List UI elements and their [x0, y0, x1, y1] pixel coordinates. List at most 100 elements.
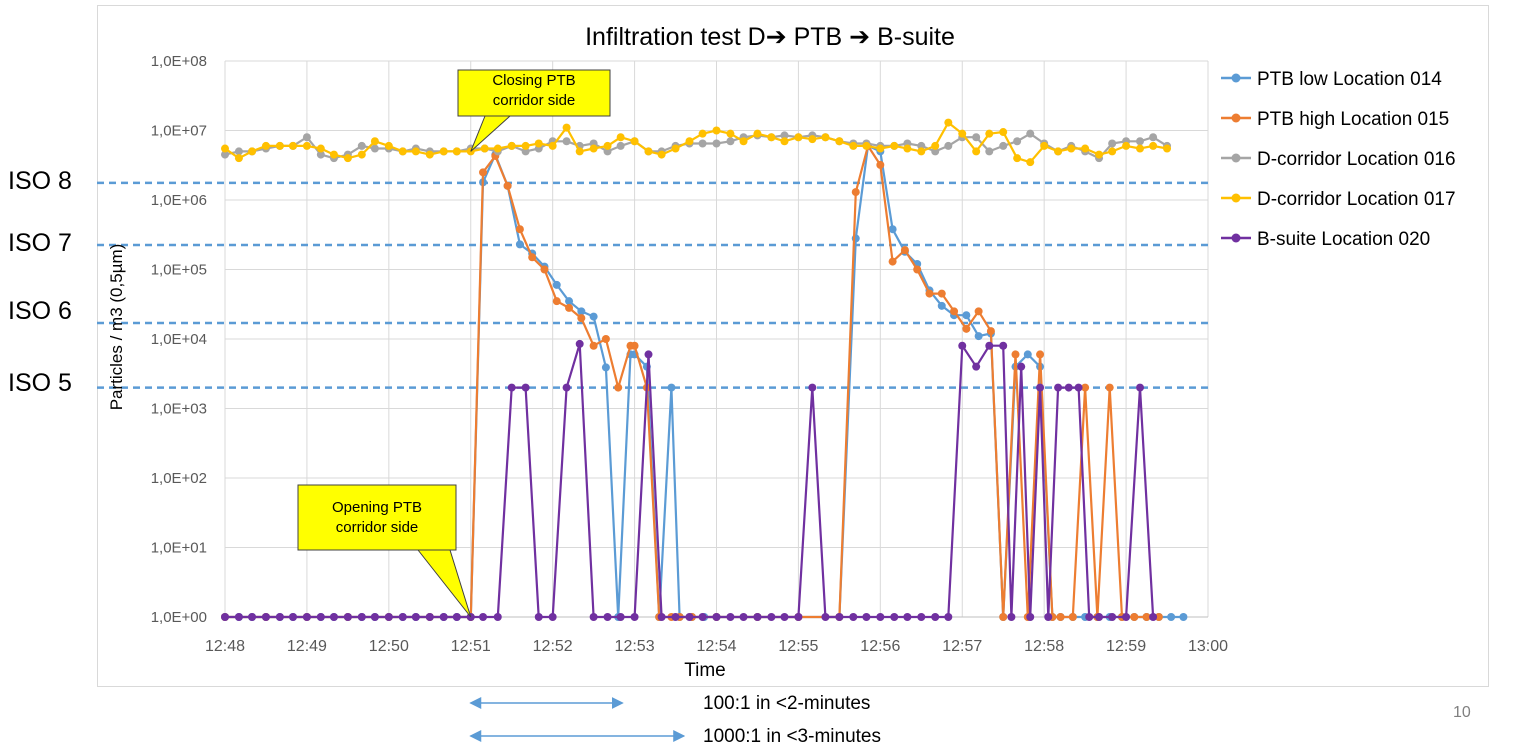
data-point	[1149, 613, 1158, 621]
y-tick-label: 1,0E+05	[151, 262, 207, 279]
data-point	[1056, 613, 1065, 621]
data-point	[962, 324, 971, 333]
data-point	[835, 613, 844, 621]
data-point	[974, 307, 983, 316]
data-point	[644, 350, 653, 359]
data-point	[565, 297, 574, 306]
data-point	[726, 129, 735, 138]
callout-box	[297, 484, 457, 551]
data-point	[589, 613, 598, 621]
data-point	[425, 150, 434, 159]
callout-closing-text: Closing PTB corridor side	[458, 71, 610, 111]
data-point	[876, 144, 885, 153]
data-point	[821, 613, 830, 621]
data-point	[1044, 613, 1053, 621]
data-point	[275, 141, 284, 150]
data-point	[999, 128, 1008, 137]
data-point	[288, 613, 297, 621]
data-point	[1108, 613, 1117, 621]
iso-lines	[97, 181, 1213, 389]
data-point	[521, 141, 530, 150]
data-point	[614, 383, 623, 392]
data-point	[507, 383, 516, 392]
data-point	[974, 332, 983, 341]
data-point	[726, 137, 735, 146]
data-point	[562, 123, 571, 132]
data-point	[1081, 383, 1090, 392]
data-point	[515, 240, 524, 249]
data-point	[234, 154, 243, 163]
data-point	[479, 613, 488, 621]
data-point	[821, 133, 830, 142]
data-point	[540, 265, 549, 274]
iso-8-label: ISO 8	[8, 167, 72, 195]
data-point	[671, 613, 680, 621]
series-line	[224, 121, 1168, 164]
data-point	[903, 144, 912, 153]
data-point	[1136, 137, 1145, 146]
data-point	[862, 141, 871, 150]
data-point	[1074, 383, 1083, 392]
y-tick-label: 1,0E+01	[151, 540, 207, 557]
data-point	[931, 147, 940, 156]
data-point	[565, 303, 574, 312]
y-tick-label: 1,0E+04	[151, 331, 207, 348]
data-point	[890, 613, 899, 621]
iso-7-label: ISO 7	[8, 229, 72, 257]
data-point	[888, 257, 897, 266]
data-point	[601, 363, 610, 372]
data-point	[357, 613, 366, 621]
data-point	[999, 341, 1008, 350]
data-point	[944, 118, 953, 127]
data-point	[972, 147, 981, 156]
data-point	[698, 129, 707, 138]
data-point	[248, 613, 257, 621]
data-point	[900, 246, 909, 255]
data-point	[575, 339, 584, 348]
data-point	[302, 133, 311, 142]
data-point	[1036, 383, 1045, 392]
data-point	[944, 613, 953, 621]
data-point	[888, 225, 897, 234]
data-point	[343, 613, 352, 621]
data-point	[521, 147, 530, 156]
data-point	[876, 160, 885, 169]
data-point	[1108, 139, 1117, 148]
data-point	[685, 613, 694, 621]
data-point	[1026, 129, 1035, 138]
data-point	[316, 150, 325, 159]
data-point	[302, 613, 311, 621]
data-point	[452, 147, 461, 156]
data-point	[534, 139, 543, 148]
note-100-to-1: 100:1 in <2-minutes	[703, 693, 871, 714]
data-point	[616, 133, 625, 142]
data-point	[950, 307, 959, 316]
data-point	[958, 129, 967, 138]
data-point	[657, 613, 666, 621]
data-point	[753, 613, 762, 621]
data-point	[493, 144, 502, 153]
data-point	[603, 613, 612, 621]
data-point	[343, 154, 352, 163]
data-point	[1013, 137, 1022, 146]
data-point	[616, 141, 625, 150]
data-point	[794, 133, 803, 142]
legend-marker	[1231, 153, 1241, 163]
x-tick-label: 12:54	[696, 638, 736, 655]
x-tick-label: 12:50	[369, 638, 409, 655]
data-point	[425, 613, 434, 621]
data-point	[999, 613, 1008, 621]
data-point	[221, 144, 229, 153]
data-point	[398, 147, 407, 156]
data-point	[667, 383, 676, 392]
data-point	[357, 141, 366, 150]
y-axis-label: Particles / m3 (0,5µm)	[107, 244, 126, 411]
x-tick-label: 12:58	[1024, 638, 1064, 655]
data-point	[261, 613, 270, 621]
data-point	[515, 225, 524, 234]
data-point	[1095, 150, 1104, 159]
data-point	[1011, 350, 1020, 359]
legend-label: D-corridor Location 016	[1257, 149, 1456, 170]
data-point	[577, 314, 586, 323]
data-point	[849, 141, 858, 150]
